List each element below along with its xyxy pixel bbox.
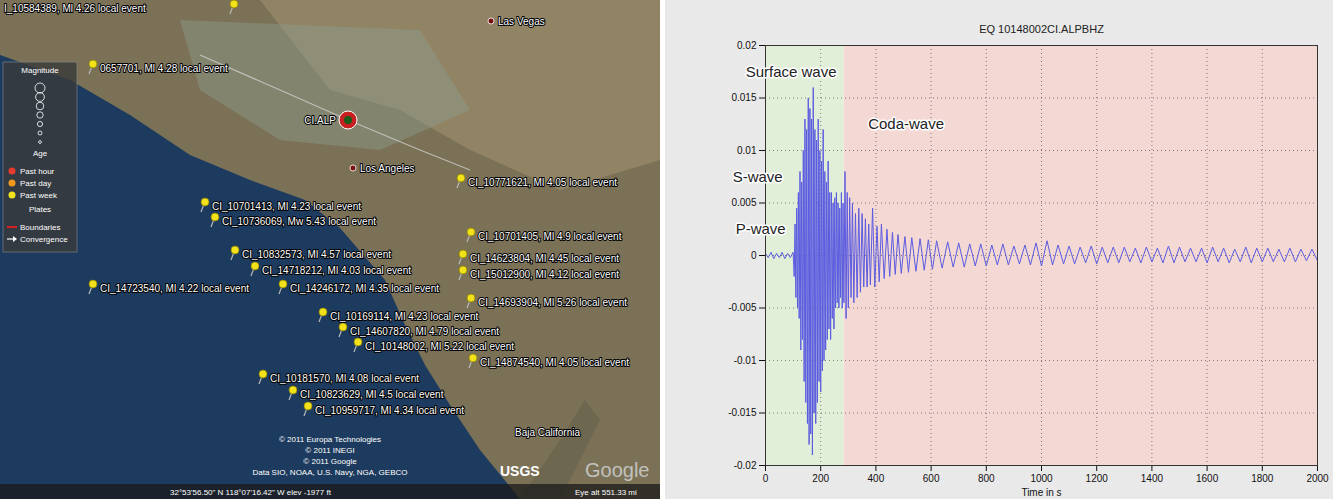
svg-text:0657701, Ml 4.28 local event: 0657701, Ml 4.28 local event (100, 63, 228, 74)
svg-text:Boundaries: Boundaries (20, 223, 60, 232)
svg-text:-0.015: -0.015 (728, 407, 757, 418)
svg-text:400: 400 (868, 473, 885, 484)
svg-text:© 2011 Europa Technologies: © 2011 Europa Technologies (279, 435, 381, 444)
svg-text:1000: 1000 (1030, 473, 1053, 484)
svg-text:1800: 1800 (1251, 473, 1274, 484)
svg-text:Google: Google (585, 459, 650, 481)
svg-text:USGS: USGS (500, 463, 540, 479)
svg-text:Past week: Past week (20, 191, 58, 200)
svg-text:Convergence: Convergence (20, 235, 68, 244)
svg-text:Time in s: Time in s (1021, 487, 1061, 498)
svg-text:Data SIO, NOAA, U.S. Navy, NGA: Data SIO, NOAA, U.S. Navy, NGA, GEBCO (253, 468, 408, 477)
svg-text:I_10584389, Ml 4.26 local even: I_10584389, Ml 4.26 local event (4, 3, 146, 14)
svg-text:CI_14718212, Ml 4.03 local eve: CI_14718212, Ml 4.03 local event (262, 265, 411, 276)
svg-text:CI_10181570, Ml 4.08 local eve: CI_10181570, Ml 4.08 local event (270, 373, 419, 384)
svg-text:Baja California: Baja California (515, 427, 580, 438)
svg-text:1200: 1200 (1086, 473, 1109, 484)
svg-text:CI_10959717, Ml 4.34 local eve: CI_10959717, Ml 4.34 local event (315, 405, 464, 416)
svg-text:Magnitude: Magnitude (21, 66, 59, 75)
svg-text:Surface wave: Surface wave (746, 63, 837, 80)
svg-text:600: 600 (923, 473, 940, 484)
svg-text:-0.01: -0.01 (734, 355, 757, 366)
svg-text:CI_10701413, Ml 4.23 local eve: CI_10701413, Ml 4.23 local event (212, 201, 361, 212)
svg-text:Las Vegas: Las Vegas (498, 16, 545, 27)
svg-text:CI_10832573, Ml 4.57 local eve: CI_10832573, Ml 4.57 local event (242, 249, 391, 260)
svg-text:CI_14723540, Ml 4.22 local eve: CI_14723540, Ml 4.22 local event (100, 283, 249, 294)
svg-text:Coda-wave: Coda-wave (868, 115, 944, 132)
svg-text:CI_14623804, Ml 4.45 local eve: CI_14623804, Ml 4.45 local event (470, 253, 619, 264)
svg-text:200: 200 (812, 473, 829, 484)
svg-text:0: 0 (751, 250, 757, 261)
svg-text:P-wave: P-wave (736, 220, 786, 237)
svg-text:S-wave: S-wave (733, 168, 783, 185)
svg-text:0.005: 0.005 (731, 197, 756, 208)
svg-text:Past hour: Past hour (20, 167, 55, 176)
svg-text:-0.02: -0.02 (734, 460, 757, 471)
svg-text:0.02: 0.02 (737, 40, 757, 51)
svg-text:Los Angeles: Los Angeles (360, 163, 415, 174)
svg-text:800: 800 (978, 473, 995, 484)
svg-text:-0.005: -0.005 (728, 302, 757, 313)
svg-text:0.01: 0.01 (737, 145, 757, 156)
svg-text:0: 0 (763, 473, 769, 484)
svg-text:CI_10823629, Ml 4.5 local even: CI_10823629, Ml 4.5 local event (300, 389, 444, 400)
svg-text:CI_14246172, Ml 4.35 local eve: CI_14246172, Ml 4.35 local event (290, 283, 439, 294)
svg-text:CI_10701405, Ml 4.9 local even: CI_10701405, Ml 4.9 local event (478, 231, 622, 242)
svg-text:CI_14693904, Ml 5.26 local eve: CI_14693904, Ml 5.26 local event (478, 297, 627, 308)
svg-text:© 2011 Google: © 2011 Google (303, 457, 357, 466)
svg-text:1600: 1600 (1196, 473, 1219, 484)
svg-text:CI_10771621, Ml 4.05 local eve: CI_10771621, Ml 4.05 local event (468, 177, 617, 188)
svg-text:32°53'56.50" N 118°07'16.42" W: 32°53'56.50" N 118°07'16.42" W elev -197… (170, 488, 332, 497)
svg-text:EQ 10148002CI.ALPBHZ: EQ 10148002CI.ALPBHZ (979, 23, 1104, 35)
svg-text:0.015: 0.015 (731, 92, 756, 103)
svg-text:CI_10148002, Ml 5.22 local eve: CI_10148002, Ml 5.22 local event (365, 341, 514, 352)
svg-text:CI_10736069, Mw 5.43 local eve: CI_10736069, Mw 5.43 local event (222, 216, 376, 227)
svg-text:CI_10169114, Ml 4.23 local eve: CI_10169114, Ml 4.23 local event (330, 311, 478, 322)
svg-text:Eye alt 551.33 mi: Eye alt 551.33 mi (575, 488, 637, 497)
svg-text:CI_15012900, Ml 4.12 local eve: CI_15012900, Ml 4.12 local event (470, 269, 619, 280)
svg-text:© 2011 INEGI: © 2011 INEGI (305, 446, 354, 455)
svg-text:CI_14874540, Ml 4.05 local eve: CI_14874540, Ml 4.05 local event (480, 357, 629, 368)
svg-text:Past day: Past day (20, 179, 51, 188)
svg-text:1400: 1400 (1141, 473, 1164, 484)
svg-text:Age: Age (33, 149, 48, 158)
svg-text:CI_14607820, Ml 4.79 local eve: CI_14607820, Ml 4.79 local event (350, 326, 499, 337)
svg-text:CI.ALP: CI.ALP (304, 115, 336, 126)
svg-text:2000: 2000 (1306, 473, 1329, 484)
svg-text:Plates: Plates (29, 205, 51, 214)
